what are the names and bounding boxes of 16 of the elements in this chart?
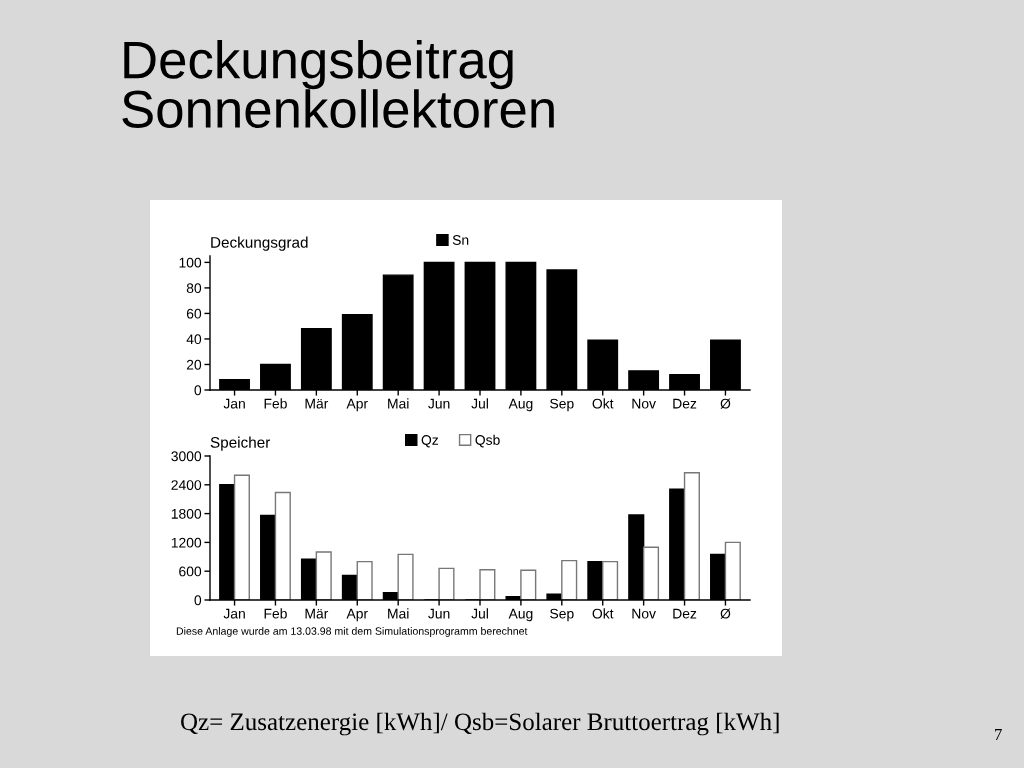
bar bbox=[233, 474, 250, 600]
bar bbox=[479, 569, 496, 600]
chart-title: Deckungsbeitrag Sonnenkollektoren bbox=[122, 40, 554, 128]
bar bbox=[356, 560, 373, 600]
bar bbox=[315, 551, 332, 600]
bar bbox=[397, 553, 414, 600]
bar bbox=[561, 559, 578, 600]
bar bbox=[438, 567, 455, 600]
bar bbox=[683, 472, 700, 600]
bar bbox=[724, 541, 741, 600]
text: Qz= Zusatzenergie [kWh]/ Qsb=Solarer Bruttoertrag [kWh] bbox=[181, 712, 779, 736]
bar bbox=[520, 569, 537, 600]
text: 7 bbox=[995, 729, 1002, 741]
bar bbox=[642, 546, 660, 600]
bar bbox=[274, 491, 291, 600]
bar bbox=[602, 560, 619, 600]
